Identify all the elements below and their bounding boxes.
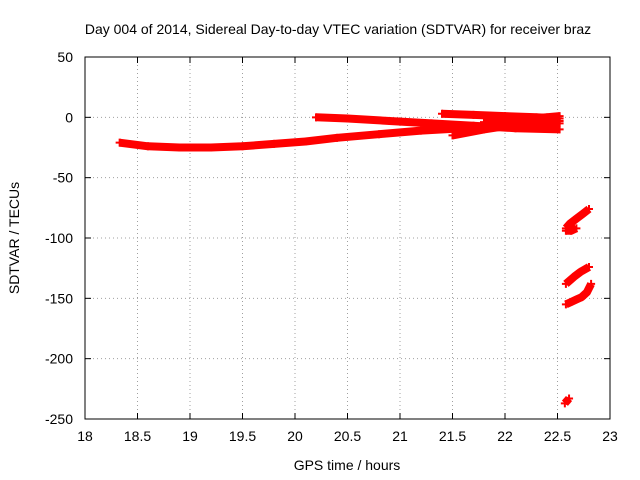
data-point	[572, 224, 581, 233]
y-tick-label: -250	[45, 411, 73, 427]
x-tick-label: 19.5	[229, 428, 256, 444]
data-point	[417, 126, 425, 135]
series-track-7	[561, 224, 581, 235]
data-point	[333, 133, 341, 142]
data-point	[566, 219, 575, 228]
x-tick-label: 18.5	[124, 428, 151, 444]
grid	[85, 57, 610, 419]
series-track-9	[561, 279, 596, 309]
data-point	[343, 114, 352, 123]
data-point	[585, 205, 593, 214]
y-tick-label: 50	[57, 49, 73, 65]
data-point	[207, 143, 215, 152]
x-tick-label: 21	[392, 428, 408, 444]
data-point	[238, 142, 247, 151]
y-tick-label: -200	[45, 351, 73, 367]
x-tick-label: 23	[602, 428, 618, 444]
axis-ticks	[84, 56, 611, 420]
data-point	[375, 130, 383, 139]
x-tick-label: 19	[182, 428, 198, 444]
x-tick-label: 18	[77, 428, 93, 444]
series-track-5	[480, 112, 564, 127]
data-point	[561, 300, 570, 309]
data-point	[566, 276, 575, 285]
data-point	[572, 214, 581, 223]
data-point	[480, 118, 488, 127]
data-point	[115, 138, 124, 147]
data-point	[572, 295, 581, 304]
y-tick-label: -100	[45, 230, 73, 246]
data-point	[469, 110, 478, 119]
data-point	[511, 115, 520, 124]
series-line	[483, 112, 560, 127]
data-point	[144, 142, 152, 151]
x-tick-labels: 18 18.5 19 19.5 20 20.5 21 21.5 22 22.5 23	[77, 428, 618, 444]
data-point	[567, 297, 576, 306]
data-point	[565, 394, 574, 403]
data-point	[585, 262, 593, 271]
series-track-8	[561, 262, 593, 288]
data-point	[270, 139, 278, 148]
data-point	[587, 279, 596, 288]
data-point	[576, 267, 585, 276]
plot-frame	[84, 56, 611, 420]
chart-title: Day 004 of 2014, Sidereal Day-to-day VTE…	[85, 21, 591, 37]
data-point	[570, 272, 579, 281]
x-tick-label: 21.5	[439, 428, 466, 444]
data-point	[480, 125, 488, 134]
y-tick-label: 0	[65, 109, 73, 125]
data-point	[543, 113, 551, 122]
data-point	[582, 288, 591, 297]
data-point	[175, 143, 184, 152]
x-tick-label: 22.5	[544, 428, 571, 444]
data-point	[438, 109, 446, 118]
y-tick-labels: 50 0 -50 -100 -150 -200 -250	[45, 49, 73, 427]
series-track-10	[560, 394, 574, 408]
data-point	[385, 116, 394, 125]
y-tick-label: -50	[53, 170, 73, 186]
data-point	[577, 293, 586, 302]
data-point	[555, 125, 564, 134]
y-tick-label: -150	[45, 290, 73, 306]
data-point	[561, 279, 570, 288]
data-point	[312, 113, 320, 122]
data-point	[567, 226, 576, 235]
data-point	[555, 112, 564, 121]
data-point	[448, 131, 457, 140]
x-tick-label: 20.5	[334, 428, 361, 444]
x-axis-label: GPS time / hours	[294, 457, 401, 473]
data-series	[115, 109, 596, 408]
x-tick-label: 22	[497, 428, 513, 444]
x-tick-label: 20	[287, 428, 303, 444]
data-point	[578, 209, 587, 218]
data-point	[301, 137, 310, 146]
y-axis-label: SDTVAR / TECUs	[6, 182, 22, 294]
data-point	[427, 119, 436, 128]
